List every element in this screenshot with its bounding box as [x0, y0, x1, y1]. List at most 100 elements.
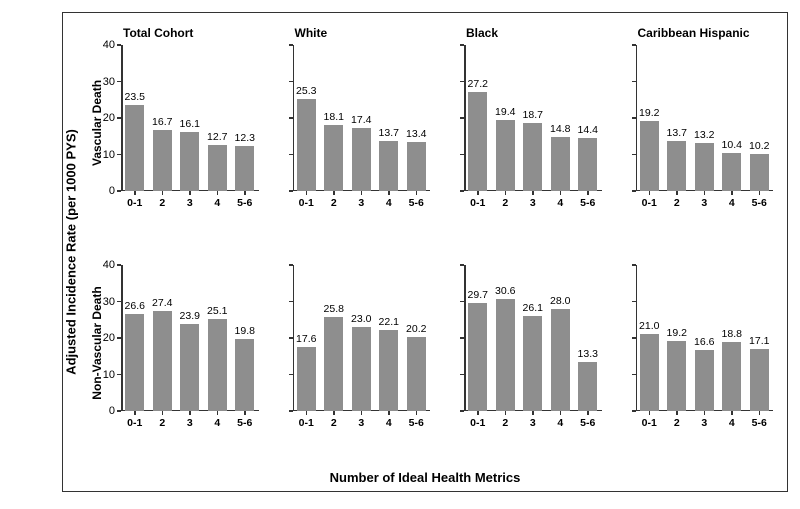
plot-area: 17.60-125.8223.0322.1420.25-6 — [293, 265, 431, 411]
bar: 19.8 — [235, 339, 254, 411]
xtick-label: 0-1 — [642, 417, 657, 429]
xtick-label: 2 — [331, 197, 337, 209]
xtick-label: 5-6 — [237, 197, 252, 209]
bar: 13.7 — [667, 141, 686, 191]
bar-value-label: 19.2 — [667, 327, 687, 339]
bar-value-label: 30.6 — [495, 285, 515, 297]
xtick-label: 3 — [358, 417, 364, 429]
xtick-label: 5-6 — [752, 417, 767, 429]
xtick-label: 3 — [701, 197, 707, 209]
bar: 22.1 — [379, 330, 398, 411]
bar-value-label: 18.7 — [523, 109, 543, 121]
xtick-label: 3 — [187, 197, 193, 209]
bar-value-label: 26.6 — [125, 300, 145, 312]
xtick-label: 2 — [159, 197, 165, 209]
bar-value-label: 25.1 — [207, 305, 227, 317]
xtick-label: 5-6 — [409, 197, 424, 209]
chart-row-bottom: 01020304026.60-127.4223.9325.1419.85-617… — [103, 243, 779, 439]
bar: 25.3 — [297, 99, 316, 191]
bar-value-label: 19.8 — [235, 325, 255, 337]
bar: 14.4 — [578, 138, 597, 191]
panel-title: Total Cohort — [123, 26, 193, 40]
xtick-label: 4 — [557, 417, 563, 429]
bar: 26.6 — [125, 314, 144, 411]
xtick-label: 5-6 — [409, 417, 424, 429]
bar: 10.4 — [722, 153, 741, 191]
bar-value-label: 17.1 — [749, 335, 769, 347]
bar: 30.6 — [496, 299, 515, 411]
bar-value-label: 10.4 — [722, 139, 742, 151]
xtick-label: 4 — [214, 417, 220, 429]
xtick-label: 0-1 — [470, 417, 485, 429]
bar: 18.8 — [722, 342, 741, 411]
bar-value-label: 17.6 — [296, 333, 316, 345]
xtick-label: 3 — [530, 197, 536, 209]
bar: 13.7 — [379, 141, 398, 191]
xtick-label: 5-6 — [237, 417, 252, 429]
xtick-label: 0-1 — [299, 417, 314, 429]
bar: 16.7 — [153, 130, 172, 191]
bar: 28.0 — [551, 309, 570, 411]
bar: 19.4 — [496, 120, 515, 191]
bar: 14.8 — [551, 137, 570, 191]
bar: 12.7 — [208, 145, 227, 191]
xtick-label: 5-6 — [580, 197, 595, 209]
bar-value-label: 20.2 — [406, 323, 426, 335]
bar-value-label: 27.4 — [152, 297, 172, 309]
bar: 10.2 — [750, 154, 769, 191]
ytick-label: 10 — [103, 369, 115, 381]
panel: Caribbean Hispanic19.20-113.7213.2310.44… — [618, 23, 780, 219]
xtick-label: 2 — [159, 417, 165, 429]
bar-value-label: 12.7 — [207, 131, 227, 143]
ytick-label: 20 — [103, 112, 115, 124]
ytick-label: 0 — [109, 405, 115, 417]
plot-area: 01020304026.60-127.4223.9325.1419.85-6 — [121, 265, 259, 411]
ytick-label: 30 — [103, 296, 115, 308]
xtick-label: 3 — [358, 197, 364, 209]
panel-title: White — [295, 26, 328, 40]
bar: 27.4 — [153, 311, 172, 411]
panel: Black27.20-119.4218.7314.8414.45-6 — [446, 23, 608, 219]
panel: White 25.30-118.1217.4313.7413.45-6 — [275, 23, 437, 219]
x-axis-label: Number of Ideal Health Metrics — [330, 470, 521, 485]
bar: 26.1 — [523, 316, 542, 411]
bar-value-label: 16.7 — [152, 116, 172, 128]
bar-value-label: 19.4 — [495, 106, 515, 118]
chart-frame: Adjusted Incidence Rate (per 1000 PYS) V… — [62, 12, 788, 492]
bar-value-label: 25.8 — [324, 303, 344, 315]
ytick-label: 10 — [103, 149, 115, 161]
bar: 17.4 — [352, 128, 371, 192]
panel: 21.00-119.2216.6318.8417.15-6 — [618, 243, 780, 439]
bar: 18.1 — [324, 125, 343, 191]
ytick-label: 40 — [103, 39, 115, 51]
bar: 13.3 — [578, 362, 597, 411]
xtick-label: 4 — [557, 197, 563, 209]
ytick-label: 40 — [103, 259, 115, 271]
bar-value-label: 13.7 — [667, 127, 687, 139]
bar-value-label: 21.0 — [639, 320, 659, 332]
panel: Total Cohort01020304023.50-116.7216.1312… — [103, 23, 265, 219]
bar: 23.0 — [352, 327, 371, 411]
ytick-label: 20 — [103, 332, 115, 344]
bar-value-label: 19.2 — [639, 107, 659, 119]
chart-row-top: Total Cohort01020304023.50-116.7216.1312… — [103, 23, 779, 219]
xtick-label: 3 — [530, 417, 536, 429]
bar: 17.1 — [750, 349, 769, 411]
xtick-label: 3 — [701, 417, 707, 429]
bar-value-label: 14.4 — [578, 124, 598, 136]
ytick-label: 0 — [109, 185, 115, 197]
xtick-label: 4 — [729, 417, 735, 429]
plot-area: 25.30-118.1217.4313.7413.45-6 — [293, 45, 431, 191]
bar-value-label: 10.2 — [749, 140, 769, 152]
xtick-label: 4 — [214, 197, 220, 209]
plot-area: 27.20-119.4218.7314.8414.45-6 — [464, 45, 602, 191]
plot-area: 29.70-130.6226.1328.0413.35-6 — [464, 265, 602, 411]
bar-value-label: 17.4 — [351, 114, 371, 126]
bar: 19.2 — [667, 341, 686, 411]
bar-value-label: 23.0 — [351, 313, 371, 325]
bar: 16.1 — [180, 132, 199, 191]
bar-value-label: 23.9 — [180, 310, 200, 322]
xtick-label: 4 — [729, 197, 735, 209]
bar-value-label: 26.1 — [523, 302, 543, 314]
xtick-label: 5-6 — [752, 197, 767, 209]
